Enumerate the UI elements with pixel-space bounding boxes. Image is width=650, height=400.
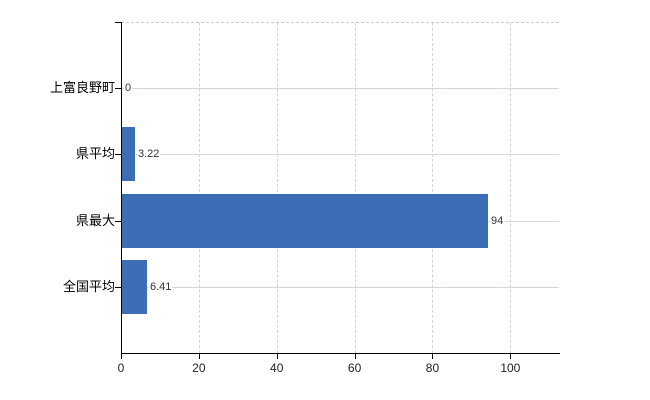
gridline-horizontal (122, 287, 559, 288)
y-tick-mark (115, 154, 121, 155)
gridline-vertical (198, 23, 200, 353)
x-tick-label: 20 (192, 361, 206, 375)
x-tick-label: 60 (347, 361, 362, 375)
y-tick-mark (115, 88, 121, 89)
x-tick-label: 100 (500, 361, 521, 375)
gridline-horizontal (122, 154, 559, 155)
bar-value-label: 3.22 (137, 147, 161, 161)
bar-value-label: 6.41 (149, 280, 173, 294)
x-tick-mark (510, 354, 512, 359)
plot-top-border (121, 22, 559, 23)
x-tick-mark (354, 354, 356, 359)
y-tick-mark (115, 287, 121, 288)
bar (122, 260, 147, 314)
y-tick-mark (115, 221, 121, 222)
bar-value-label: 0 (124, 81, 133, 95)
category-label: 県平均 (75, 146, 115, 161)
x-tick-mark (198, 354, 200, 359)
bar-value-label: 94 (490, 214, 505, 228)
bar (122, 127, 135, 181)
y-axis-end-tick (115, 22, 121, 23)
category-label: 上富良野町 (49, 80, 115, 95)
y-axis-line (121, 22, 122, 353)
x-tick-label: 0 (117, 361, 125, 375)
gridline-vertical (510, 23, 512, 353)
x-tick-mark (276, 354, 278, 359)
x-tick-mark (432, 354, 434, 359)
gridline-vertical (432, 23, 434, 353)
x-tick-label: 40 (270, 361, 284, 375)
category-label: 全国平均 (62, 279, 115, 294)
category-label: 県最大 (75, 213, 115, 228)
gridline-vertical (276, 23, 278, 353)
x-tick-label: 80 (425, 361, 440, 375)
x-axis-line (121, 353, 560, 354)
gridline-vertical (354, 23, 356, 353)
gridline-horizontal (122, 88, 559, 89)
x-tick-mark (121, 354, 122, 359)
bar (122, 194, 488, 248)
